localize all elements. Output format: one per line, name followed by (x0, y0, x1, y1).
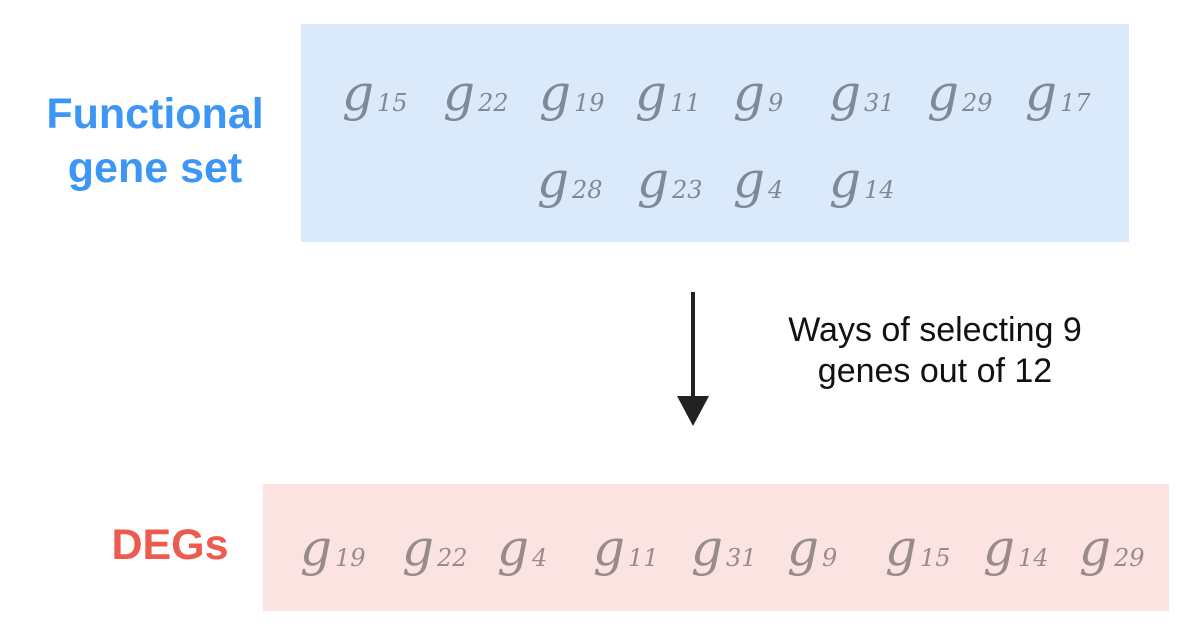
arrow-head (677, 396, 709, 426)
functional-gene: g 31 (829, 64, 895, 122)
functional-label-line1: Functional (46, 90, 264, 138)
functional-gene: g 23 (637, 151, 703, 209)
deg-gene: g 22 (402, 519, 468, 577)
functional-gene: g 17 (1025, 64, 1091, 122)
down-arrow-icon (677, 292, 709, 426)
functional-gene: g 22 (443, 64, 509, 122)
arrow-annotation-line1: Ways of selecting 9 (788, 311, 1082, 349)
functional-gene: g 19 (539, 64, 605, 122)
degs-box (263, 484, 1169, 611)
functional-gene: g 28 (537, 151, 603, 209)
functional-gene: g 29 (927, 64, 993, 122)
functional-gene-set-label: Functional gene set (30, 88, 280, 196)
deg-gene: g 31 (691, 519, 757, 577)
deg-gene: g 29 (1079, 519, 1145, 577)
deg-gene: g 19 (300, 519, 366, 577)
arrow-annotation-line2: genes out of 12 (817, 351, 1053, 390)
arrow-annotation: Ways of selecting 9 genes out of 12 (740, 310, 1130, 392)
functional-gene: g 15 (342, 64, 408, 122)
deg-gene: g 15 (885, 519, 951, 577)
deg-gene: g 14 (983, 519, 1049, 577)
functional-label-line2: gene set (67, 143, 243, 192)
degs-label: DEGs (111, 521, 229, 569)
deg-gene: g 11 (593, 519, 659, 577)
functional-gene-set-box (301, 24, 1129, 242)
functional-gene: g 11 (635, 64, 701, 122)
functional-gene: g 14 (829, 151, 895, 209)
